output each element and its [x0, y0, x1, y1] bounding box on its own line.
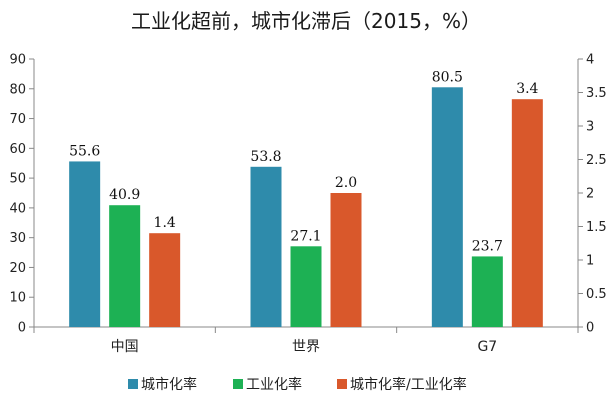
right-tick-label: 0.5 [586, 287, 607, 302]
legend-swatch [128, 379, 138, 389]
right-tick-label: 3.5 [586, 86, 607, 101]
right-tick-label: 4 [586, 53, 594, 68]
bar [250, 166, 282, 327]
category-label: G7 [477, 339, 497, 355]
data-label: 2.0 [335, 175, 357, 191]
right-tick-label: 2.5 [586, 153, 607, 168]
bar [290, 246, 322, 327]
left-tick-label: 10 [9, 291, 26, 306]
left-tick-label: 0 [18, 321, 26, 336]
left-tick-label: 60 [9, 142, 26, 157]
bar [511, 99, 543, 327]
bar [431, 87, 463, 328]
right-tick-label: 2 [586, 187, 594, 202]
bar [109, 205, 141, 327]
category-label: 中国 [111, 339, 139, 355]
bar [330, 193, 362, 327]
data-labels-group: 55.6 40.9 1.4 53.8 27.1 2.0 80.5 23.7 3.4 [69, 69, 538, 254]
legend: 城市化率 工业化率 城市化率/工业化率 [128, 376, 467, 393]
left-tick-label: 40 [9, 201, 26, 216]
data-label: 55.6 [69, 143, 100, 159]
right-tick-label: 1 [586, 254, 594, 269]
right-tick-label: 3 [586, 120, 594, 135]
left-tick-label: 90 [9, 53, 26, 68]
left-y-axis: 0 10 20 30 40 50 60 70 80 90 [9, 53, 35, 336]
left-tick-label: 80 [9, 82, 26, 97]
category-label: 世界 [292, 339, 320, 355]
chart-title: 工业化超前，城市化滞后（2015，%） [131, 9, 481, 33]
legend-label: 城市化率/工业化率 [350, 376, 467, 393]
data-label: 1.4 [154, 215, 176, 231]
x-axis: 中国 世界 G7 [33, 326, 579, 355]
legend-swatch [233, 379, 243, 389]
right-y-axis: 0 0.5 1 1.5 2 2.5 3 3.5 4 [577, 53, 607, 336]
data-label: 40.9 [109, 187, 140, 203]
left-tick-label: 70 [9, 112, 26, 127]
legend-label: 城市化率 [141, 376, 197, 393]
data-label: 53.8 [250, 149, 281, 165]
bar [471, 256, 503, 327]
legend-swatch [337, 379, 347, 389]
data-label: 80.5 [432, 69, 463, 85]
left-tick-label: 30 [9, 231, 26, 246]
bars-group [69, 87, 543, 328]
right-tick-label: 1.5 [586, 220, 607, 235]
right-tick-label: 0 [586, 321, 594, 336]
left-tick-label: 20 [9, 261, 26, 276]
data-label: 27.1 [290, 228, 321, 244]
left-tick-label: 50 [9, 172, 26, 187]
data-label: 3.4 [516, 81, 538, 97]
bar [149, 233, 181, 327]
bar [69, 161, 101, 327]
data-label: 23.7 [472, 238, 503, 254]
legend-label: 工业化率 [246, 376, 302, 393]
